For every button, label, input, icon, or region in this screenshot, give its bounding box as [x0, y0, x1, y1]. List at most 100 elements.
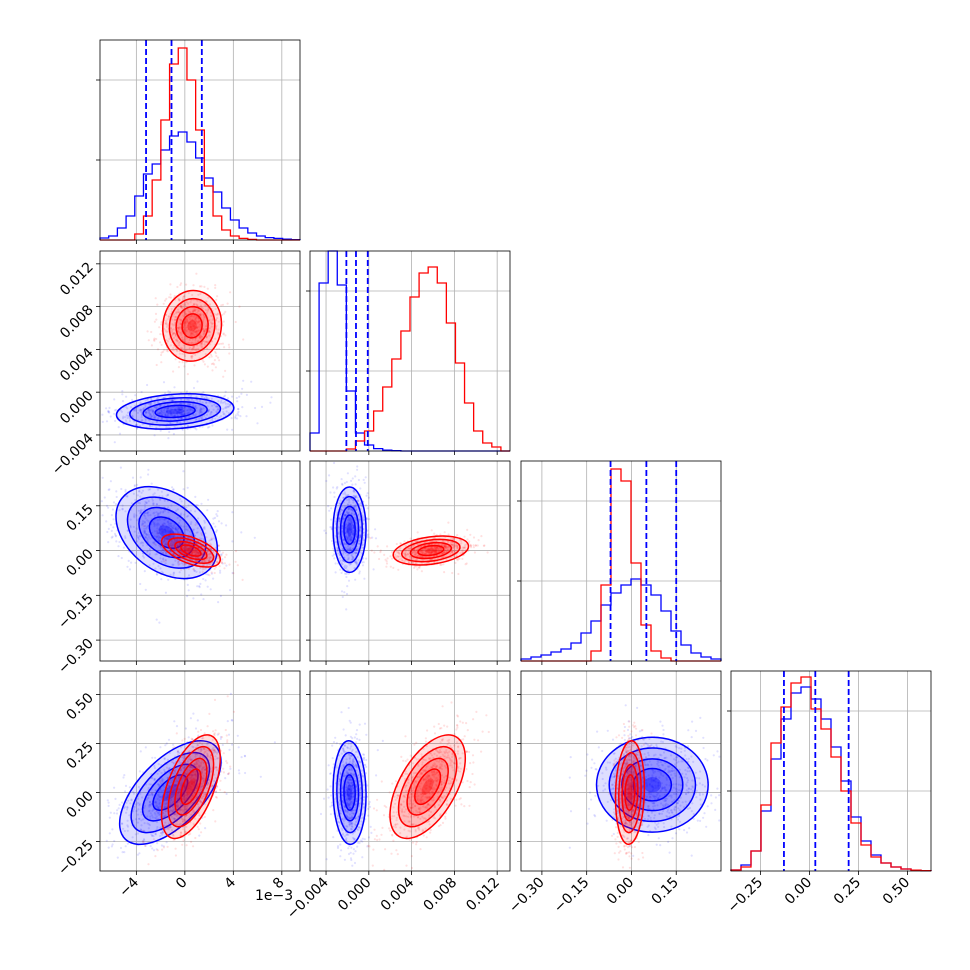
joint-panel-0-3: −4 0 4 8−0.250.000.250.50 [55, 670, 301, 900]
contour-line [167, 745, 215, 828]
contour-line [180, 768, 202, 806]
contour-line [409, 541, 453, 560]
x-tick-label: 4 [222, 874, 240, 892]
y-tick-label: 0.012 [57, 259, 97, 299]
x-tick-label: −0.25 [725, 875, 767, 917]
contour-line [397, 745, 458, 828]
contour-line [621, 763, 639, 822]
density-blue [115, 485, 219, 580]
contour-line [160, 734, 221, 840]
y-tick-label: 0.15 [63, 501, 96, 534]
contour-line [624, 774, 636, 811]
histogram-red [100, 47, 300, 241]
contour-line [417, 544, 445, 557]
contour-line [174, 540, 208, 561]
joint-panel-0-2: −0.30−0.15 0.00 0.15 [55, 460, 301, 678]
contour-line [336, 751, 364, 834]
x-tick-label: 0.50 [880, 875, 913, 908]
contour-line [115, 393, 235, 430]
contour-line [181, 313, 203, 339]
contour-line [162, 289, 223, 362]
x-tick-label: 0.25 [831, 875, 864, 908]
contour-line [401, 538, 461, 563]
contour-line [160, 533, 221, 568]
x-tick-label: 0 [173, 875, 191, 893]
contour-line [332, 486, 367, 574]
contour-line [632, 767, 673, 802]
y-tick-label: −0.25 [55, 837, 97, 879]
density-red [614, 740, 646, 846]
contour-line [118, 740, 222, 846]
x-tick-label: 0.00 [604, 875, 637, 908]
y-tick-label: 0.00 [63, 788, 96, 821]
contour-line [138, 506, 196, 559]
y-tick-label: −0.15 [55, 591, 97, 633]
contour-line [168, 297, 216, 354]
density-blue [115, 393, 235, 430]
x-tick-label: 0.15 [649, 875, 682, 908]
histogram-red [730, 676, 932, 872]
density-red [160, 734, 221, 840]
density-blue [332, 740, 367, 846]
contour-line [414, 768, 442, 806]
contour-line [148, 516, 185, 550]
contour-line [608, 747, 697, 823]
x-tick-label: 0.008 [421, 875, 461, 915]
contour-line [180, 544, 202, 557]
y-tick-label: −0.30 [55, 636, 97, 678]
density-red [389, 734, 467, 840]
x-tick-label: −4 [116, 874, 142, 900]
joint-panel-1-3: −0.004 0.000 0.004 0.008 0.012 [284, 670, 511, 922]
contour-line [618, 751, 642, 834]
contour-line [141, 763, 199, 822]
x-tick-label: 0.000 [335, 875, 375, 915]
histogram-panel-2 [517, 460, 722, 665]
contour-line [336, 495, 364, 564]
x-tick-label: 0.00 [782, 875, 815, 908]
density-blue [595, 736, 709, 833]
histogram-blue [520, 578, 722, 661]
y-tick-label: 0.50 [63, 690, 96, 723]
contour-line [174, 757, 208, 816]
contour-line [343, 774, 356, 811]
contour-line [614, 740, 646, 846]
contour-line [129, 397, 222, 426]
contour-line [339, 763, 360, 822]
histogram-blue [99, 131, 301, 241]
contour-line [130, 751, 211, 834]
contour-line [392, 535, 470, 566]
joint-panel-2-3: −0.30 −0.15 0.00 0.15 [506, 670, 722, 917]
contour-line [167, 537, 215, 564]
contour-line [343, 514, 356, 545]
y-tick-label: 0.004 [57, 345, 97, 385]
x-offset-label: 1e−3 [255, 888, 293, 904]
histogram-panel-1 [306, 250, 511, 455]
contour-line [406, 757, 449, 816]
x-tick-label: −0.15 [551, 875, 593, 917]
density-blue [332, 486, 367, 574]
contour-line [595, 736, 709, 833]
x-tick-label: 0.004 [378, 874, 418, 914]
density-red [160, 533, 221, 568]
scatter-red [146, 272, 245, 378]
density-red [162, 289, 223, 362]
density-red [392, 535, 470, 566]
contour-line [154, 404, 196, 419]
joint-panel-1-2 [306, 460, 511, 665]
contour-line [389, 734, 467, 840]
y-tick-label: 0.00 [63, 546, 96, 579]
contour-line [175, 305, 209, 346]
histogram-panel-3: −0.25 0.00 0.25 0.50 [725, 670, 932, 917]
histogram-panel-0 [96, 39, 301, 244]
y-tick-label: 0.008 [57, 302, 97, 342]
contour-line [339, 505, 360, 554]
y-tick-label: −0.004 [49, 430, 97, 478]
contour-line [152, 774, 189, 811]
histogram-red [521, 468, 721, 662]
histogram-red [310, 266, 510, 452]
y-tick-label: 0.25 [63, 739, 96, 772]
x-tick-label: −0.30 [506, 875, 548, 917]
contour-line [332, 740, 367, 846]
